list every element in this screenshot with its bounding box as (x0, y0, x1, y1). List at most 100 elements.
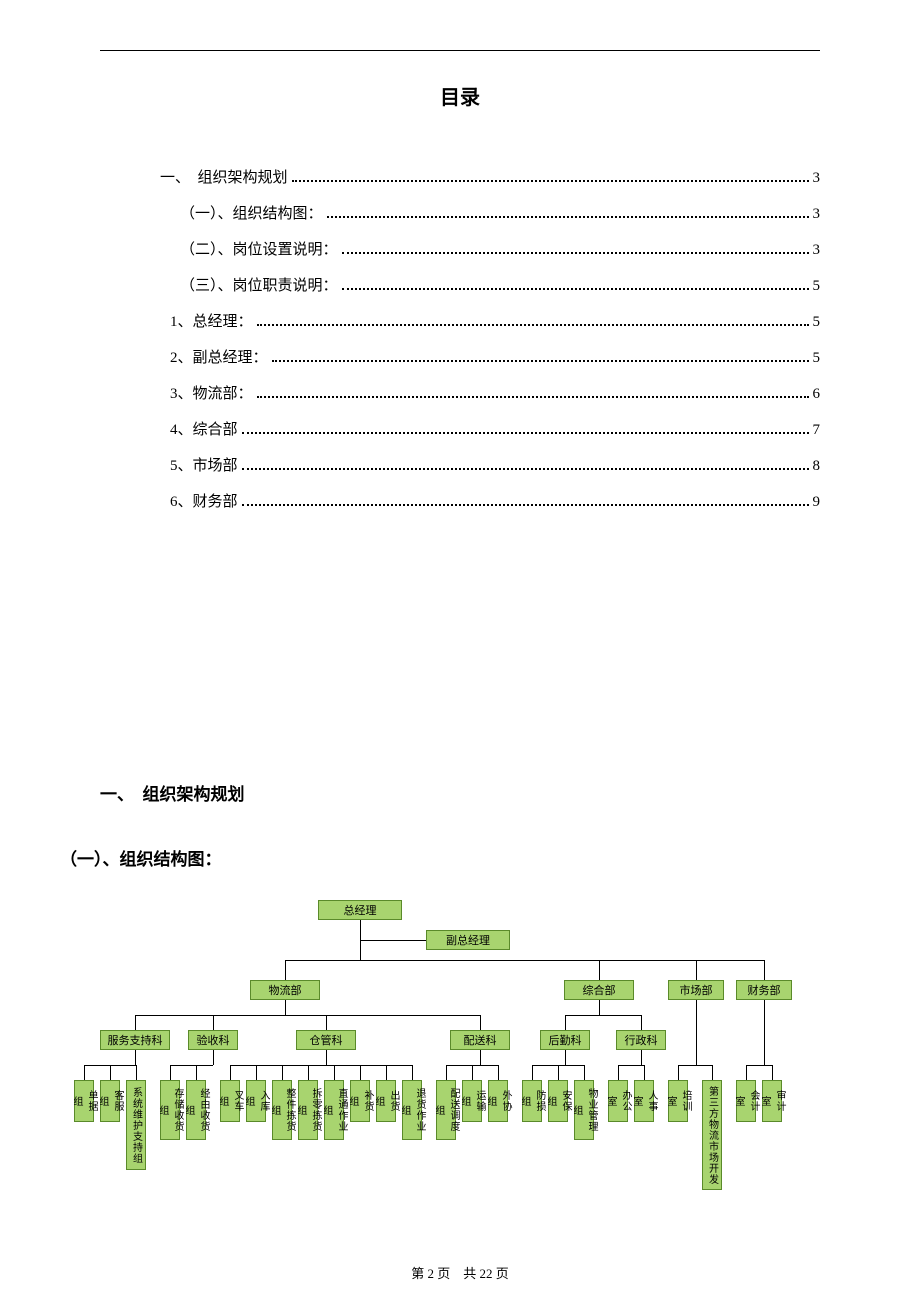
org-node: 第三方物流市场开发 (702, 1080, 722, 1190)
toc-row: （三）、岗位职责说明： 5 (100, 268, 820, 304)
connector-line (641, 1050, 642, 1065)
connector-line (213, 1015, 214, 1030)
connector-line (772, 1065, 773, 1080)
org-node: 人事室 (634, 1080, 654, 1122)
org-node: 叉车组 (220, 1080, 240, 1122)
connector-line (360, 940, 361, 960)
connector-line (746, 1065, 772, 1066)
toc-page: 6 (813, 376, 821, 412)
toc-dots (257, 396, 809, 398)
toc-page: 8 (813, 448, 821, 484)
toc-dots (327, 216, 809, 218)
connector-line (764, 960, 765, 980)
connector-line (285, 1000, 286, 1015)
connector-line (532, 1065, 533, 1080)
org-node: 物业管理组 (574, 1080, 594, 1140)
connector-line (230, 1065, 412, 1066)
toc-row: （一）、组织结构图： 3 (100, 196, 820, 232)
org-node: 存储收货组 (160, 1080, 180, 1140)
toc-label: 6、财务部 (170, 484, 238, 520)
connector-line (644, 1065, 645, 1080)
toc-label: 1、总经理： (170, 304, 253, 340)
footer-mid: 页 共 (437, 1266, 476, 1281)
toc-dots (242, 504, 809, 506)
connector-line (170, 1065, 171, 1080)
org-node: 配送调度组 (436, 1080, 456, 1140)
org-node: 入库组 (246, 1080, 266, 1122)
toc-page: 9 (813, 484, 821, 520)
connector-line (326, 1015, 327, 1030)
connector-line (584, 1065, 585, 1080)
connector-line (565, 1015, 566, 1030)
connector-line (136, 1065, 137, 1080)
connector-line (618, 1065, 619, 1080)
sub-heading: （一）、组织结构图： (60, 845, 820, 870)
org-node: 安保组 (548, 1080, 568, 1122)
connector-line (599, 1000, 600, 1015)
connector-line (565, 1050, 566, 1065)
connector-line (135, 1050, 136, 1065)
toc-page: 3 (813, 196, 821, 232)
connector-line (498, 1065, 499, 1080)
toc-page: 5 (813, 268, 821, 304)
connector-line (480, 1050, 481, 1065)
connector-line (360, 940, 426, 941)
toc-page: 3 (813, 160, 821, 196)
toc-label: 3、物流部： (170, 376, 253, 412)
connector-line (135, 1015, 480, 1016)
org-node: 单据组 (74, 1080, 94, 1122)
toc-row: 5、市场部 8 (100, 448, 820, 484)
toc-dots (342, 252, 809, 254)
connector-line (326, 1050, 327, 1065)
connector-line (696, 960, 697, 980)
connector-line (308, 1065, 309, 1080)
org-node: 会计室 (736, 1080, 756, 1122)
page-footer: 第 2 页 共 22 页 (0, 1263, 920, 1282)
connector-line (213, 1050, 214, 1065)
toc-label: 5、市场部 (170, 448, 238, 484)
connector-line (285, 960, 286, 980)
toc-dots (272, 360, 809, 362)
connector-line (764, 1000, 765, 1065)
connector-line (412, 1065, 413, 1080)
connector-line (565, 1015, 641, 1016)
org-node: 运输组 (462, 1080, 482, 1122)
org-node: 系统维护支持组 (126, 1080, 146, 1170)
toc-row: 4、综合部7 (100, 412, 820, 448)
toc-row: 一、 组织架构规划3 (100, 160, 820, 196)
connector-line (196, 1065, 197, 1080)
org-node: 直通作业组 (324, 1080, 344, 1140)
toc-dots (242, 432, 809, 434)
org-node: 财务部 (736, 980, 792, 1000)
org-node: 出货组 (376, 1080, 396, 1122)
connector-line (641, 1015, 642, 1030)
toc-row: （二）、岗位设置说明：3 (100, 232, 820, 268)
connector-line (110, 1065, 111, 1080)
org-node: 防损组 (522, 1080, 542, 1122)
org-node: 行政科 (616, 1030, 666, 1050)
org-node: 服务支持科 (100, 1030, 170, 1050)
toc-page: 3 (813, 232, 821, 268)
toc-row: 2、副总经理： 5 (100, 340, 820, 376)
connector-line (285, 960, 764, 961)
org-node: 副总经理 (426, 930, 510, 950)
org-node: 补货组 (350, 1080, 370, 1122)
top-rule (100, 50, 820, 51)
connector-line (678, 1065, 679, 1080)
toc-label: （三）、岗位职责说明： (180, 268, 338, 304)
connector-line (386, 1065, 387, 1080)
connector-line (599, 960, 600, 980)
org-node: 验收科 (188, 1030, 238, 1050)
toc-row: 6、财务部 9 (100, 484, 820, 520)
toc-label: 2、副总经理： (170, 340, 268, 376)
toc-dots (242, 468, 809, 470)
connector-line (170, 1065, 213, 1066)
footer-prefix: 第 (411, 1266, 424, 1281)
org-chart: 总经理副总经理物流部综合部市场部财务部服务支持科验收科仓管科配送科后勤科行政科单… (40, 900, 860, 1270)
toc-page: 5 (813, 340, 821, 376)
org-node: 办公室 (608, 1080, 628, 1122)
connector-line (230, 1065, 231, 1080)
org-node: 拆零拣货组 (298, 1080, 318, 1140)
toc-label: （一）、组织结构图： (180, 196, 323, 232)
connector-line (446, 1065, 447, 1080)
